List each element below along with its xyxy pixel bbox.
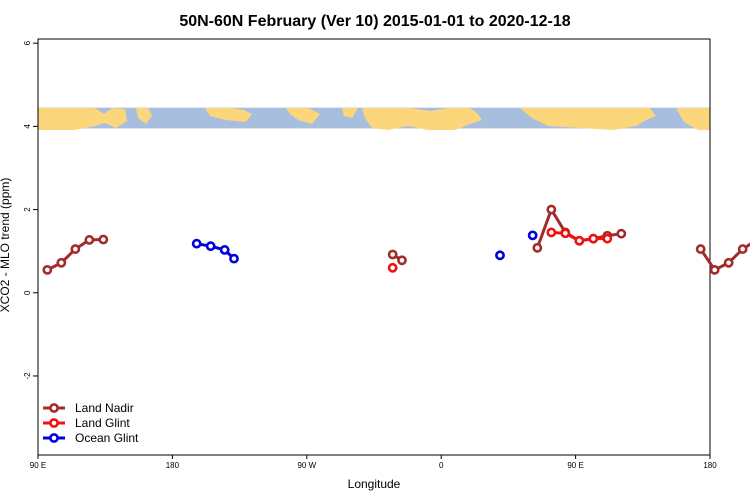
land-nadir-point (532, 242, 543, 253)
land-nadir-point (616, 228, 627, 239)
ocean-glint-point (527, 230, 538, 241)
plot-frame (37, 38, 711, 456)
ocean-glint-point (495, 250, 505, 261)
map-land-1 (136, 108, 152, 124)
y-tick-label: 6 (23, 40, 32, 45)
ocean-glint-point (229, 253, 239, 264)
ocean-glint-point (205, 241, 216, 252)
series-layer (42, 204, 750, 275)
y-axis: 6 4 2 0 -2 (23, 40, 39, 380)
land-nadir-point (84, 235, 95, 245)
land-nadir-point (70, 244, 81, 254)
x-tick-label: 180 (703, 461, 717, 470)
y-tick-label: 2 (23, 207, 32, 212)
map-land-0 (38, 108, 127, 130)
land-glint-point (574, 235, 585, 246)
x-axis: 90 E 180 90 W 0 90 E 180 (30, 455, 717, 470)
series-land-glint (387, 227, 613, 273)
land-glint-point (602, 233, 613, 244)
y-tick-label: -2 (23, 372, 32, 380)
map-land-3 (286, 108, 320, 124)
ocean-glint-point (191, 238, 202, 249)
land-nadir-point (709, 264, 720, 275)
land-glint-point (560, 228, 571, 239)
x-tick-label: 180 (166, 461, 180, 470)
y-axis-label: XCO2 - MLO trend (ppm) (0, 178, 12, 313)
land-nadir-line (46, 238, 104, 272)
map-land-6 (520, 108, 656, 130)
land-nadir-point (737, 244, 748, 254)
map-land-4 (342, 108, 358, 118)
legend-marker-land-glint (49, 418, 59, 428)
x-tick-label: 90 E (567, 461, 583, 470)
land-nadir-point (56, 257, 67, 268)
land-glint-point (546, 227, 557, 238)
land-glint-point (588, 233, 599, 244)
land-nadir-point (546, 204, 557, 215)
ocean-glint-line (196, 242, 236, 260)
land-nadir-point (723, 257, 734, 268)
legend-marker-ocean-glint (49, 433, 59, 443)
land-glint-point (387, 262, 398, 273)
land-nadir-point (42, 264, 53, 275)
legend-marker-land-nadir (49, 403, 59, 413)
land-nadir-point (98, 234, 109, 245)
ocean-glint-point (219, 245, 230, 255)
land-nadir-point (397, 255, 407, 266)
y-tick-label: 0 (23, 290, 32, 295)
series-land-nadir (42, 204, 750, 275)
legend-label-land-nadir: Land Nadir (75, 401, 134, 415)
chart-title: 50N-60N February (Ver 10) 2015-01-01 to … (179, 13, 570, 30)
map-land-2 (205, 108, 252, 122)
x-tick-label: 90 W (297, 461, 316, 470)
series-ocean-glint (191, 230, 538, 264)
x-tick-label: 90 E (30, 461, 46, 470)
x-tick-label: 0 (439, 461, 444, 470)
map-land-7 (676, 108, 710, 130)
map-land-5 (362, 108, 482, 130)
land-nadir-point (695, 244, 706, 254)
legend-label-ocean-glint: Ocean Glint (75, 431, 139, 445)
y-tick-label: 4 (23, 124, 32, 129)
land-nadir-point (387, 249, 398, 260)
x-axis-label: Longitude (348, 477, 401, 491)
legend-label-land-glint: Land Glint (75, 416, 130, 430)
world-map-strip (38, 107, 710, 130)
